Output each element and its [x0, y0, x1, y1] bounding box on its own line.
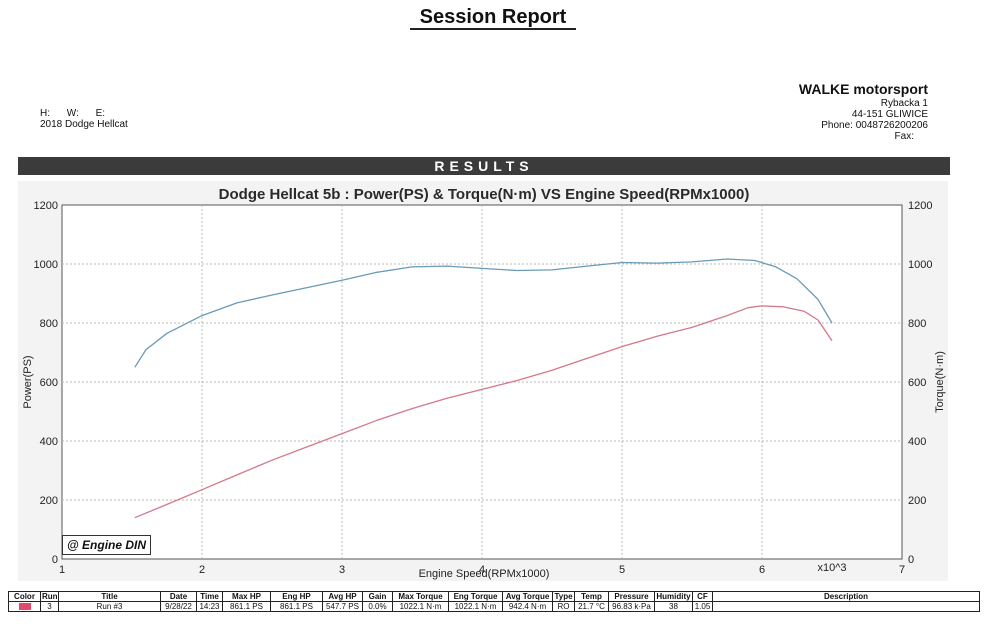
- vehicle-info: H: W: E: 2018 Dodge Hellcat: [40, 108, 128, 130]
- cell-date: 9/28/22: [160, 601, 197, 612]
- col-eng-hp: Eng HP: [270, 591, 323, 602]
- cell-eng-torque: 1022.1 N·m: [448, 601, 503, 612]
- shop-phone: Phone: 0048726200206: [821, 120, 928, 131]
- cell-humidity: 38: [654, 601, 693, 612]
- y-tick-label-left: 200: [40, 495, 58, 507]
- session-table: Color Run Title Date Time Max HP Eng HP …: [8, 591, 980, 612]
- shop-info: WALKE motorsport Rybacka 1 44-151 GLIWIC…: [799, 80, 928, 142]
- x-axis-label: Engine Speed(RPMx1000): [419, 568, 550, 580]
- col-title: Title: [58, 591, 161, 602]
- col-pressure: Pressure: [608, 591, 655, 602]
- torque-curve: [134, 258, 833, 368]
- cell-description: [712, 601, 980, 612]
- y-tick-label-left: 0: [52, 554, 58, 566]
- y-tick-label-left: 800: [40, 318, 58, 330]
- col-type: Type: [552, 591, 575, 602]
- chart-title: Dodge Hellcat 5b : Power(PS) & Torque(N·…: [219, 186, 750, 203]
- col-eng-torque: Eng Torque: [448, 591, 503, 602]
- chart-panel: 1 2 3 4 5 6 7 0 0 200 200 400 400 600 600 800 800 1000 100…: [18, 181, 948, 581]
- cell-type: RO: [552, 601, 575, 612]
- y-tick-label-left: 1000: [34, 259, 58, 271]
- x-tick-label: 1: [59, 564, 65, 576]
- width-label: W:: [66, 108, 79, 119]
- col-cf: CF: [692, 591, 713, 602]
- cell-max-torque: 1022.1 N·m: [392, 601, 449, 612]
- vehicle-description: 2018 Dodge Hellcat: [40, 119, 128, 130]
- report-title-text: Session Report: [409, 6, 577, 30]
- grid-lines: [62, 205, 902, 559]
- y-tick-label-right: 1200: [908, 200, 932, 212]
- y-tick-label-right: 600: [908, 377, 926, 389]
- session-header-row: Color Run Title Date Time Max HP Eng HP …: [8, 591, 980, 602]
- col-temp: Temp: [574, 591, 609, 602]
- cell-run: 3: [40, 601, 59, 612]
- run-color-swatch: [18, 603, 31, 611]
- col-description: Description: [712, 591, 980, 602]
- col-time: Time: [196, 591, 223, 602]
- x-tick-label: 6: [759, 564, 765, 576]
- x-axis-multiplier: x10^3: [817, 562, 846, 574]
- col-color: Color: [8, 591, 41, 602]
- x-tick-label: 4: [479, 564, 485, 576]
- y-tick-label-right: 0: [908, 554, 914, 566]
- x-tick-label: 2: [199, 564, 205, 576]
- col-avg-torque: Avg Torque: [502, 591, 553, 602]
- cell-time: 14:23: [196, 601, 223, 612]
- y-tick-label-right: 800: [908, 318, 926, 330]
- col-max-torque: Max Torque: [392, 591, 449, 602]
- x-tick-label: 3: [339, 564, 345, 576]
- col-run: Run: [40, 591, 59, 602]
- cell-avg-torque: 942.4 N·m: [502, 601, 553, 612]
- col-max-hp: Max HP: [222, 591, 271, 602]
- shop-fax: Fax:: [894, 131, 914, 142]
- cell-gain: 0.0%: [362, 601, 393, 612]
- cell-title: Run #3: [58, 601, 161, 612]
- cell-eng-hp: 861.1 PS: [270, 601, 323, 612]
- power-curve: [134, 305, 833, 519]
- y-tick-label-left: 400: [40, 436, 58, 448]
- y-tick-label-right: 200: [908, 495, 926, 507]
- y-tick-label-right: 1000: [908, 259, 932, 271]
- table-row[interactable]: 3 Run #3 9/28/22 14:23 861.1 PS 861.1 PS…: [8, 601, 980, 612]
- shop-city: 44-151 GLIWICE: [851, 109, 928, 120]
- col-gain: Gain: [362, 591, 393, 602]
- cell-avg-hp: 547.7 PS: [322, 601, 363, 612]
- cell-temp: 21.7 °C: [574, 601, 609, 612]
- cell-cf: 1.05: [692, 601, 713, 612]
- shop-street: Rybacka 1: [880, 98, 928, 109]
- results-bar: RESULTS: [18, 157, 950, 175]
- y-axis-left-label: Power(PS): [22, 355, 34, 408]
- cell-pressure: 96.83 k·Pa: [608, 601, 655, 612]
- engine-din-stamp: @ Engine DIN: [62, 535, 152, 555]
- shop-name: WALKE motorsport: [798, 81, 928, 97]
- col-date: Date: [160, 591, 197, 602]
- cell-max-hp: 861.1 PS: [222, 601, 271, 612]
- report-title: Session Report: [0, 6, 986, 30]
- series-group: [134, 258, 833, 519]
- x-tick-label: 5: [619, 564, 625, 576]
- col-avg-hp: Avg HP: [322, 591, 363, 602]
- engine-label: E:: [95, 108, 106, 119]
- y-tick-label-right: 400: [908, 436, 926, 448]
- y-axis-right-label: Torque(N·m): [934, 351, 946, 413]
- y-tick-label-left: 1200: [34, 200, 58, 212]
- col-humidity: Humidity: [654, 591, 693, 602]
- y-tick-label-left: 600: [40, 377, 58, 389]
- x-tick-label: 7: [899, 564, 905, 576]
- cell-color: [8, 601, 41, 612]
- height-label: H:: [40, 108, 50, 119]
